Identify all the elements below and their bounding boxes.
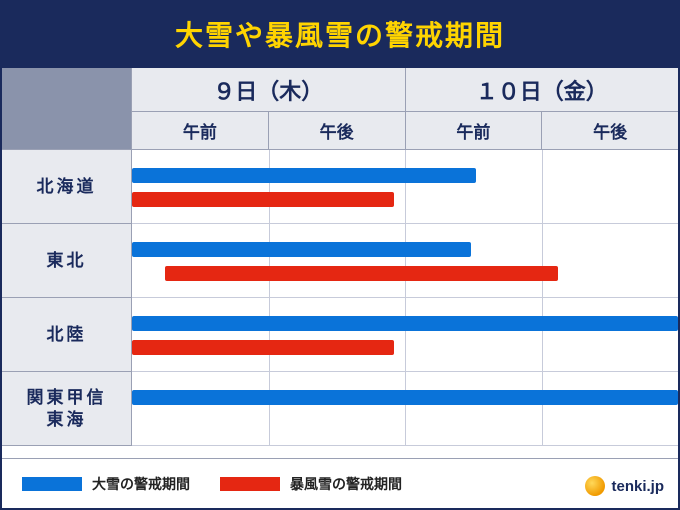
legend-blue-swatch — [22, 477, 82, 491]
chart-container: 大雪や暴風雪の警戒期間 ９日（木） １０日（金） 午前 午後 午前 午後 — [0, 0, 680, 510]
red-bar — [132, 192, 394, 207]
header-half-0: 午前 — [132, 112, 269, 150]
table-row: 東北 — [2, 224, 678, 298]
table-row: 北陸 — [2, 298, 678, 372]
table-row: 関東甲信 東海 — [2, 372, 678, 446]
legend-blue: 大雪の警戒期間 — [22, 474, 190, 494]
header-day-0: ９日（木） — [132, 68, 406, 112]
brand-logo: tenki.jp — [585, 476, 664, 496]
red-bar — [132, 340, 394, 355]
header-half-3: 午後 — [542, 112, 678, 150]
brand-text: tenki.jp — [611, 478, 664, 495]
blue-bar — [132, 390, 678, 405]
blue-bar — [132, 242, 471, 257]
region-label: 東北 — [2, 224, 132, 298]
region-label: 関東甲信 東海 — [2, 372, 132, 446]
blue-bar — [132, 168, 476, 183]
red-bar — [165, 266, 558, 281]
legend: 大雪の警戒期間 暴風雪の警戒期間 tenki.jp — [2, 458, 678, 508]
row-canvas — [132, 372, 678, 446]
row-canvas — [132, 298, 678, 372]
row-canvas — [132, 150, 678, 224]
header-blank — [2, 68, 132, 150]
legend-red: 暴風雪の警戒期間 — [220, 474, 402, 494]
region-label: 北海道 — [2, 150, 132, 224]
sun-icon — [585, 476, 605, 496]
blue-bar — [132, 316, 678, 331]
header-day-1: １０日（金） — [406, 68, 679, 112]
chart-title: 大雪や暴風雪の警戒期間 — [2, 2, 678, 68]
row-canvas — [132, 224, 678, 298]
region-label: 北陸 — [2, 298, 132, 372]
legend-red-label: 暴風雪の警戒期間 — [290, 474, 402, 494]
chart-body: ９日（木） １０日（金） 午前 午後 午前 午後 北海道東北北陸関東甲信 東海 — [2, 68, 678, 458]
gantt-rows: 北海道東北北陸関東甲信 東海 — [2, 150, 678, 446]
header-half-1: 午後 — [269, 112, 406, 150]
header-half-2: 午前 — [406, 112, 543, 150]
table-row: 北海道 — [2, 150, 678, 224]
header: ９日（木） １０日（金） 午前 午後 午前 午後 — [2, 68, 678, 150]
legend-blue-label: 大雪の警戒期間 — [92, 474, 190, 494]
legend-red-swatch — [220, 477, 280, 491]
